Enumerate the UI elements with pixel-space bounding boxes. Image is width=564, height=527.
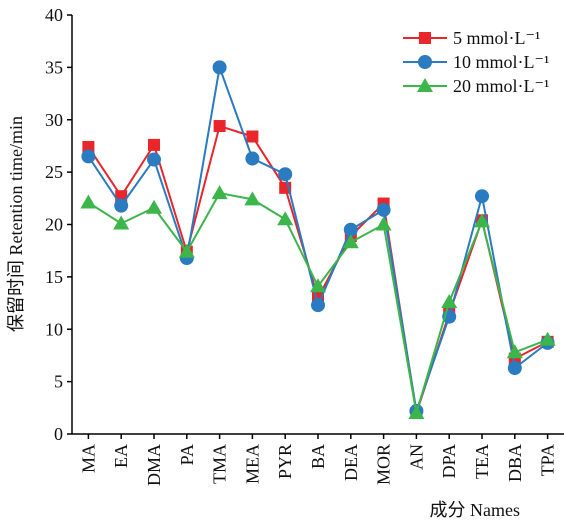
marker (311, 298, 325, 313)
marker (539, 331, 556, 346)
marker (147, 152, 161, 167)
y-tick-label: 0 (54, 424, 63, 444)
marker (115, 190, 128, 203)
marker (246, 130, 259, 143)
marker (376, 202, 391, 217)
marker (178, 243, 195, 258)
y-tick-label: 30 (45, 110, 63, 130)
x-tick-label: TEA (472, 444, 492, 479)
marker (81, 149, 96, 164)
marker (245, 151, 260, 166)
x-tick-label: DEA (341, 444, 361, 481)
x-tick-label: MOR (374, 444, 394, 485)
legend-label: 5 mmol·L⁻¹ (453, 28, 540, 48)
x-tick-label: TMA (210, 444, 230, 484)
marker (474, 213, 490, 228)
y-tick-label: 15 (45, 267, 63, 287)
marker (213, 120, 226, 133)
marker (277, 211, 294, 226)
marker (375, 216, 392, 231)
y-axis-label: 保留时间 Retention time/min (6, 116, 26, 332)
marker (148, 138, 160, 151)
marker (244, 191, 261, 206)
x-tick-label: MEA (242, 444, 262, 484)
marker (506, 344, 523, 359)
x-tick-label: MA (78, 444, 98, 473)
marker (475, 189, 489, 204)
marker (278, 167, 293, 182)
x-tick-label: TPA (538, 444, 558, 476)
marker (342, 234, 359, 249)
marker (343, 222, 358, 237)
series-line (87, 63, 549, 412)
x-tick-label: AN (406, 444, 426, 470)
legend-label: 10 mmol·L⁻¹ (453, 52, 549, 72)
marker (507, 361, 522, 376)
legend-label: 20 mmol·L⁻¹ (453, 76, 549, 96)
x-tick-label: BA (308, 444, 328, 469)
x-tick-label: DBA (505, 444, 525, 482)
x-axis-label: 成分 Names (430, 500, 520, 520)
x-tick-label: PYR (275, 444, 295, 479)
marker (310, 278, 326, 293)
y-tick-label: 5 (54, 372, 63, 392)
marker (408, 405, 425, 420)
y-tick-label: 35 (45, 57, 63, 77)
x-tick-label: DMA (144, 444, 164, 486)
x-tick-label: DPA (439, 444, 459, 478)
y-tick-label: 10 (45, 319, 63, 339)
marker (211, 185, 228, 200)
marker (82, 140, 95, 153)
marker (80, 194, 97, 209)
x-tick-label: PA (177, 444, 197, 465)
y-tick-label: 40 (45, 5, 63, 25)
marker (418, 55, 432, 69)
marker (212, 60, 227, 75)
y-tick-label: 20 (45, 215, 63, 235)
marker (417, 78, 433, 92)
marker (113, 215, 130, 230)
x-tick-label: EA (111, 444, 131, 468)
marker (114, 198, 129, 213)
y-tick-label: 25 (45, 162, 63, 182)
marker (441, 294, 458, 309)
marker (146, 199, 162, 214)
marker (419, 32, 431, 44)
